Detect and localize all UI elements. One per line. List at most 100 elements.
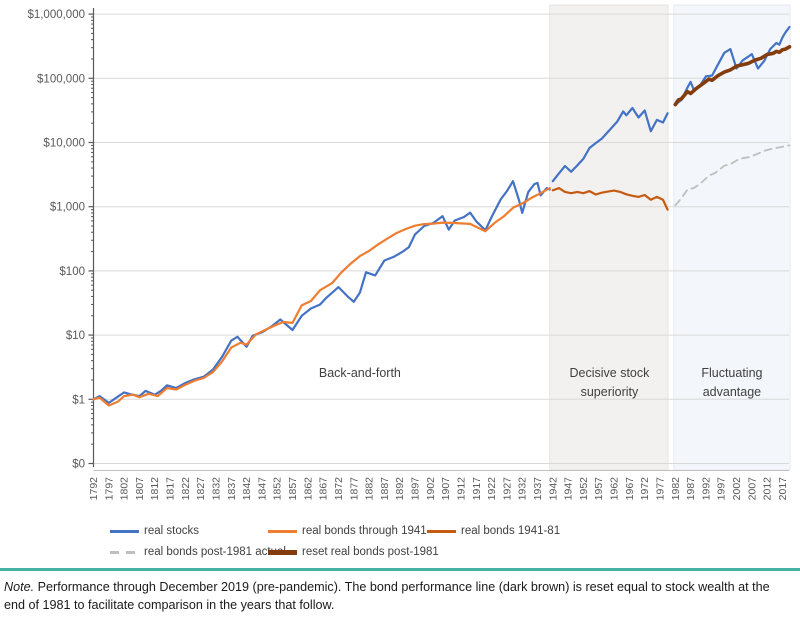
x-tick-label: 1847 [256, 477, 268, 501]
annotation-back-and-forth: Back-and-forth [319, 366, 401, 380]
legend-swatch-solid [427, 529, 456, 533]
legend-swatch-solid [110, 529, 139, 533]
svg-text:1982: 1982 [670, 477, 682, 501]
legend-swatch-thick [268, 549, 297, 555]
annotation-decisive-stock-superiority: superiority [581, 385, 639, 399]
series-reset-real-bonds-post-1981 [673, 45, 792, 107]
annotation-fluctuating-advantage: advantage [703, 385, 761, 399]
legend-swatch-dashed [110, 550, 139, 554]
series-real-bonds-post-1981-actual [674, 144, 791, 207]
x-tick-label: 1817 [165, 477, 177, 501]
svg-text:1807: 1807 [134, 477, 146, 501]
legend-swatch-solid [268, 529, 297, 533]
series-real-stocks [92, 180, 551, 404]
note-divider [0, 568, 800, 571]
x-tick-label: 1952 [578, 477, 590, 501]
y-tick-label: $10,000 [43, 138, 85, 150]
y-tick-label: $1,000,000 [27, 9, 85, 21]
x-tick-label: 1932 [517, 477, 529, 501]
x-tick-label: 1962 [609, 477, 621, 501]
svg-text:1797: 1797 [103, 477, 115, 501]
y-tick-label: $10 [66, 330, 85, 342]
svg-text:1937: 1937 [532, 477, 544, 501]
legend-label: real stocks [144, 525, 199, 537]
annotation-fluctuating-advantage: Fluctuating [701, 366, 762, 380]
series-group [92, 25, 792, 407]
svg-text:2017: 2017 [777, 477, 789, 501]
stocks-vs-bonds-chart: $0 $1 $10 $100 $1,000 $10,000 $100,000 $1,000,0… [27, 4, 792, 501]
svg-text:1832: 1832 [210, 477, 222, 501]
svg-text:1827: 1827 [195, 477, 207, 501]
svg-text:1862: 1862 [302, 477, 314, 501]
x-tick-label: 1957 [593, 477, 605, 501]
chart-legend: real stocks real bonds through 1941 real b… [110, 525, 800, 558]
x-tick-label: 1907 [440, 477, 452, 501]
x-tick-label: 1837 [226, 477, 238, 501]
y-tick-label: $1 [72, 394, 85, 406]
svg-text:1917: 1917 [471, 477, 483, 501]
x-tick-label: 1902 [425, 477, 437, 501]
svg-text:1907: 1907 [440, 477, 452, 501]
svg-text:1892: 1892 [394, 477, 406, 501]
x-tick-label: 1997 [716, 477, 728, 501]
svg-text:1967: 1967 [624, 477, 636, 501]
y-tick-label: $0 [72, 459, 85, 471]
svg-text:1882: 1882 [364, 477, 376, 501]
x-tick-label: 1792 [88, 477, 100, 501]
note-label: Note. [4, 580, 35, 594]
y-tick-label: $100,000 [37, 73, 85, 85]
x-tick-label: 1827 [195, 477, 207, 501]
x-tick-label: 1917 [471, 477, 483, 501]
x-tick-label: 1992 [700, 477, 712, 501]
x-tick-label: 2017 [777, 477, 789, 501]
x-tick-label: 1862 [302, 477, 314, 501]
svg-text:1987: 1987 [685, 477, 697, 501]
series-real-stocks [674, 25, 791, 106]
svg-text:1932: 1932 [517, 477, 529, 501]
svg-text:1947: 1947 [563, 477, 575, 501]
legend-row: real bonds post-1981 actual reset real bo… [110, 546, 800, 558]
svg-text:1952: 1952 [578, 477, 590, 501]
svg-text:1972: 1972 [639, 477, 651, 501]
x-tick-label: 1872 [333, 477, 345, 501]
y-tick-label: $100 [59, 266, 85, 278]
x-tick-label: 1832 [210, 477, 222, 501]
svg-text:1842: 1842 [241, 477, 253, 501]
svg-text:1822: 1822 [180, 477, 192, 501]
x-tick-label: 1897 [410, 477, 422, 501]
svg-text:1867: 1867 [318, 477, 330, 501]
x-tick-label: 1967 [624, 477, 636, 501]
x-tick-label: 1822 [180, 477, 192, 501]
x-tick-label: 1807 [134, 477, 146, 501]
x-tick-label: 1937 [532, 477, 544, 501]
svg-text:1922: 1922 [486, 477, 498, 501]
svg-text:2002: 2002 [731, 477, 743, 501]
x-tick-label: 1892 [394, 477, 406, 501]
svg-text:2012: 2012 [762, 477, 774, 501]
series-real-bonds-through-1941 [92, 187, 551, 407]
series-real-stocks [551, 106, 669, 183]
svg-text:1872: 1872 [333, 477, 345, 501]
legend-label: real bonds through 1941 [302, 525, 427, 537]
note-text: Note. Performance through December 2019 … [4, 578, 794, 615]
legend-label: reset real bonds post-1981 [302, 546, 439, 558]
y-axis: $0 $1 $10 $100 $1,000 $10,000 $100,000 $1,000,0… [27, 8, 95, 471]
x-tick-label: 1982 [670, 477, 682, 501]
x-tick-label: 1947 [563, 477, 575, 501]
x-tick-label: 1857 [287, 477, 299, 501]
svg-text:1912: 1912 [455, 477, 467, 501]
x-tick-label: 1882 [364, 477, 376, 501]
era-annotations: Back-and-forth Decisive stock superiority F… [319, 366, 763, 399]
x-tick-label: 1927 [501, 477, 513, 501]
x-tick-label: 1887 [379, 477, 391, 501]
x-tick-label: 1867 [318, 477, 330, 501]
svg-text:1957: 1957 [593, 477, 605, 501]
annotation-decisive-stock-superiority: Decisive stock [570, 366, 651, 380]
x-tick-label: 2012 [762, 477, 774, 501]
svg-text:1817: 1817 [165, 477, 177, 501]
svg-text:1962: 1962 [609, 477, 621, 501]
svg-text:1857: 1857 [287, 477, 299, 501]
svg-text:1942: 1942 [547, 477, 559, 501]
svg-text:1812: 1812 [149, 477, 161, 501]
svg-text:1802: 1802 [119, 477, 131, 501]
